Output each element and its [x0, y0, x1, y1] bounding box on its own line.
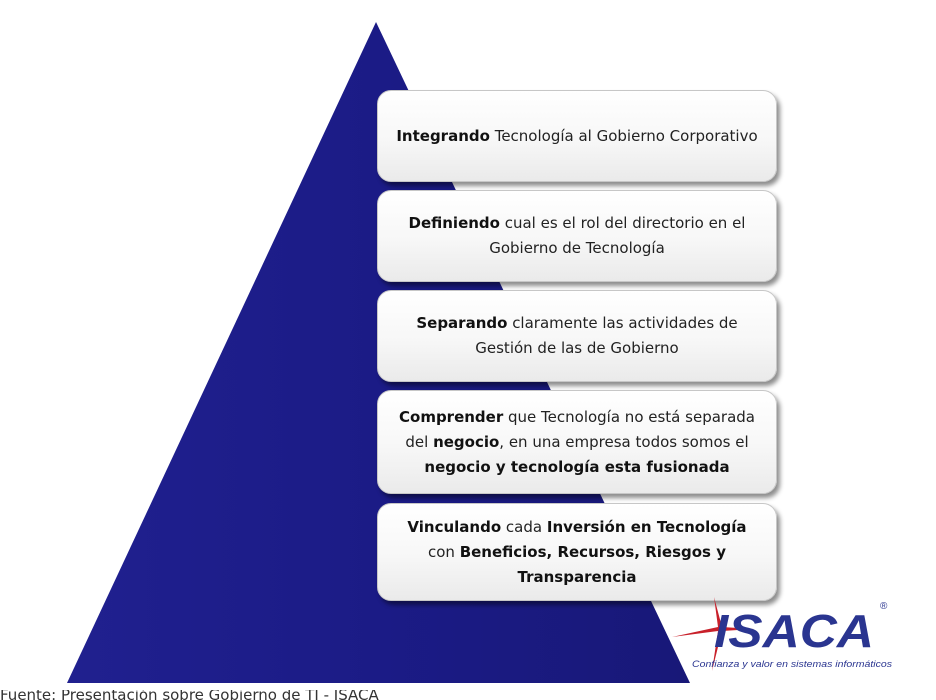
step-text: claramente las actividades de Gestión de… — [475, 314, 738, 357]
isaca-logo: ISACA ® Confianza y valor en sistemas in… — [672, 597, 892, 671]
step-text: con — [427, 542, 460, 561]
step-keyword: Vinculando — [407, 517, 502, 536]
step-keyword: Comprender — [399, 407, 504, 426]
step-keyword: Beneficios, Recursos, Riesgos y Transpar… — [459, 542, 726, 586]
step-keyword: Definiendo — [408, 214, 500, 232]
logo-tagline: Confianza y valor en sistemas informátic… — [692, 659, 892, 670]
pyramid-step-text: Vinculando cada Inversión en Tecnología … — [392, 515, 762, 590]
pyramid-step-5: Vinculando cada Inversión en Tecnología … — [377, 503, 777, 601]
logo-registered-mark: ® — [880, 601, 888, 612]
pyramid-step-1: Integrando Tecnología al Gobierno Corpor… — [377, 90, 777, 182]
pyramid-step-2: Definiendo cual es el rol del directorio… — [377, 190, 777, 282]
step-text: que Tecnología no está separada del — [405, 407, 755, 451]
pyramid-step-text: Integrando Tecnología al Gobierno Corpor… — [396, 124, 757, 149]
step-text: Tecnología al Gobierno Corporativo — [489, 126, 758, 145]
footer-source-text: Fuente: Presentación sobre Gobierno de T… — [0, 690, 379, 700]
step-text: cada — [501, 517, 547, 536]
pyramid-step-text: Comprender que Tecnología no está separa… — [392, 405, 762, 480]
step-keyword: Integrando — [396, 126, 490, 145]
pyramid-step-text: Definiendo cual es el rol del directorio… — [392, 211, 762, 261]
step-text: cual es el rol del directorio en el Gobi… — [489, 214, 746, 257]
step-keyword: negocio — [433, 432, 500, 451]
logo-cross-icon — [672, 597, 754, 671]
pyramid-step-4: Comprender que Tecnología no está separa… — [377, 390, 777, 494]
step-keyword: negocio y tecnología esta fusionada — [424, 457, 730, 476]
pyramid-step-text: Separando claramente las actividades de … — [392, 311, 762, 361]
logo-wordmark: ISACA — [714, 605, 874, 657]
step-keyword: Inversión en Tecnología — [546, 517, 747, 536]
pyramid-step-3: Separando claramente las actividades de … — [377, 290, 777, 382]
step-keyword: Separando — [416, 314, 508, 332]
step-text: , en una empresa todos somos el — [499, 432, 749, 451]
